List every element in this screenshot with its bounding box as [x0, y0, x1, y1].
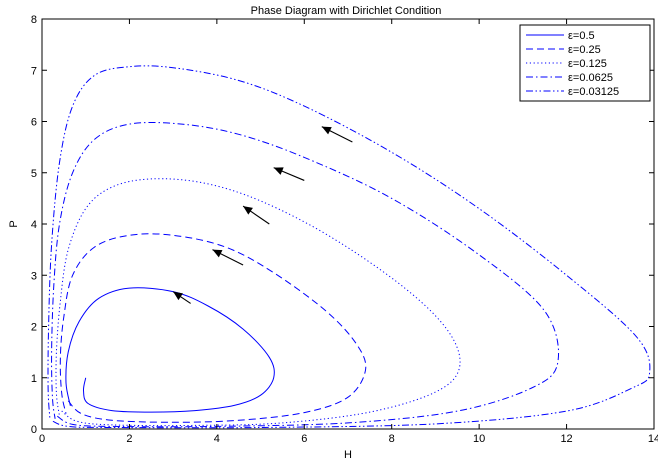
y-tick-label: 5 — [31, 168, 37, 180]
legend-label: ε=0.125 — [568, 58, 607, 70]
series-line-3 — [55, 178, 461, 427]
direction-arrow-1 — [172, 291, 191, 304]
y-tick-label: 2 — [31, 322, 37, 334]
x-tick-label: 6 — [301, 433, 307, 445]
y-tick-label: 1 — [31, 373, 37, 385]
series-line-4 — [51, 121, 560, 428]
y-axis-label: P — [8, 220, 20, 227]
direction-arrow-2 — [212, 249, 244, 266]
legend-label: ε=0.03125 — [568, 86, 619, 98]
x-tick-label: 8 — [389, 433, 395, 445]
y-tick-label: 8 — [31, 14, 37, 26]
chart-title: Phase Diagram with Dirichlet Condition — [251, 5, 442, 17]
legend-label: ε=0.5 — [568, 30, 595, 42]
legend-label: ε=0.25 — [568, 44, 601, 56]
x-axis-ticks: 0 2 4 6 8 10 12 14 — [39, 19, 658, 445]
phase-curves — [47, 65, 651, 429]
y-tick-label: 3 — [31, 270, 37, 282]
x-tick-label: 0 — [39, 433, 45, 445]
legend: ε=0.5 ε=0.25 ε=0.125 ε=0.0625 ε=0.03125 — [519, 24, 651, 102]
direction-arrows — [172, 126, 353, 304]
direction-arrow-5 — [321, 126, 353, 143]
y-tick-label: 7 — [31, 65, 37, 77]
x-axis-label: H — [344, 449, 352, 461]
legend-label: ε=0.0625 — [568, 72, 613, 84]
series-line-5 — [47, 65, 651, 429]
series-line-1 — [65, 287, 275, 413]
x-tick-label: 14 — [648, 433, 658, 445]
direction-arrow-4 — [273, 167, 305, 181]
x-tick-label: 12 — [560, 433, 572, 445]
x-tick-label: 2 — [126, 433, 132, 445]
y-tick-label: 4 — [31, 219, 37, 231]
direction-arrow-3 — [242, 205, 270, 225]
x-tick-label: 4 — [214, 433, 220, 445]
y-axis-ticks: 0 1 2 3 4 5 6 7 8 — [31, 14, 654, 436]
y-tick-label: 6 — [31, 117, 37, 129]
x-tick-label: 10 — [473, 433, 485, 445]
series-line-2 — [59, 233, 367, 423]
y-tick-label: 0 — [31, 424, 37, 436]
